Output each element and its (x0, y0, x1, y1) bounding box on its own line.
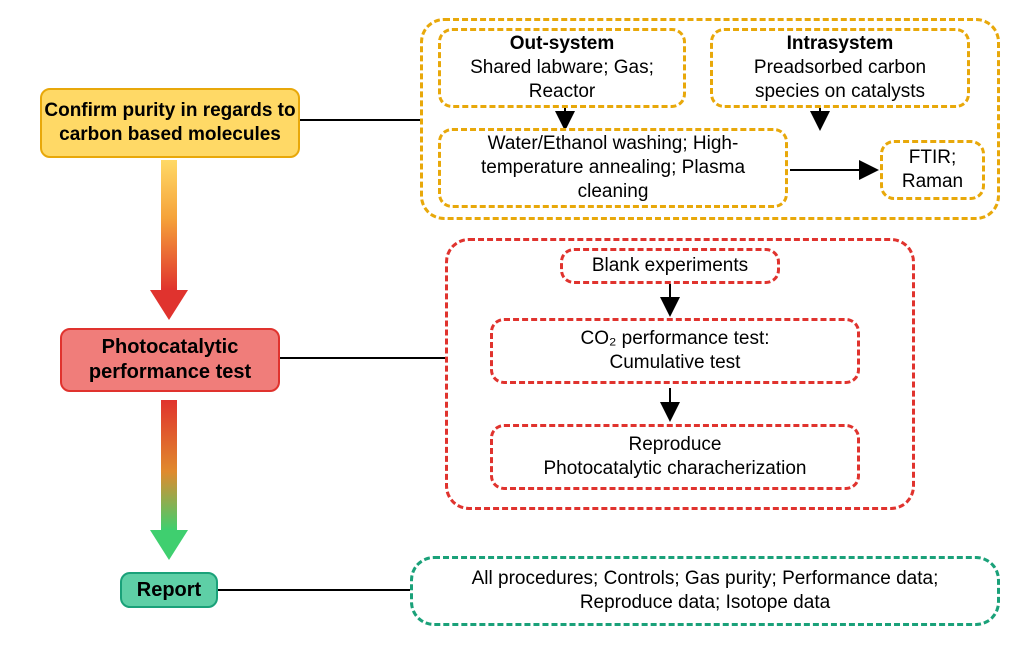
intrasystem-title: Intrasystem (787, 32, 894, 56)
report-box: Report (120, 572, 218, 608)
intrasystem-box: Intrasystem Preadsorbed carbon species o… (710, 28, 970, 108)
blank-box: Blank experiments (560, 248, 780, 284)
green-report-body: All procedures; Controls; Gas purity; Pe… (431, 567, 979, 615)
arrow-purity-to-perf (150, 160, 188, 320)
perf-label: Photocatalytic performance test (62, 335, 278, 385)
purity-label: Confirm purity in regards to carbon base… (42, 99, 298, 147)
blank-label: Blank experiments (592, 254, 748, 278)
perf-box: Photocatalytic performance test (60, 328, 280, 392)
intrasystem-body: Preadsorbed carbon species on catalysts (721, 56, 959, 104)
co2-box: CO₂ performance test: Cumulative test (490, 318, 860, 384)
arrow-perf-to-report (150, 400, 188, 560)
cleaning-box: Water/Ethanol washing; High-temperature … (438, 128, 788, 208)
cleaning-body: Water/Ethanol washing; High-temperature … (451, 132, 775, 203)
co2-l2: Cumulative test (610, 351, 741, 375)
repro-box: Reproduce Photocatalytic characherizatio… (490, 424, 860, 490)
repro-l2: Photocatalytic characherization (544, 457, 807, 481)
purity-box: Confirm purity in regards to carbon base… (40, 88, 300, 158)
outsystem-box: Out-system Shared labware; Gas; Reactor (438, 28, 686, 108)
ftir-box: FTIR; Raman (880, 140, 985, 200)
green-report-box: All procedures; Controls; Gas purity; Pe… (410, 556, 1000, 626)
outsystem-title: Out-system (510, 32, 615, 56)
co2-l1: CO₂ performance test: (581, 327, 770, 351)
ftir-body: FTIR; Raman (883, 146, 982, 194)
report-label: Report (137, 578, 201, 603)
outsystem-body: Shared labware; Gas; Reactor (449, 56, 675, 104)
repro-l1: Reproduce (629, 433, 722, 457)
